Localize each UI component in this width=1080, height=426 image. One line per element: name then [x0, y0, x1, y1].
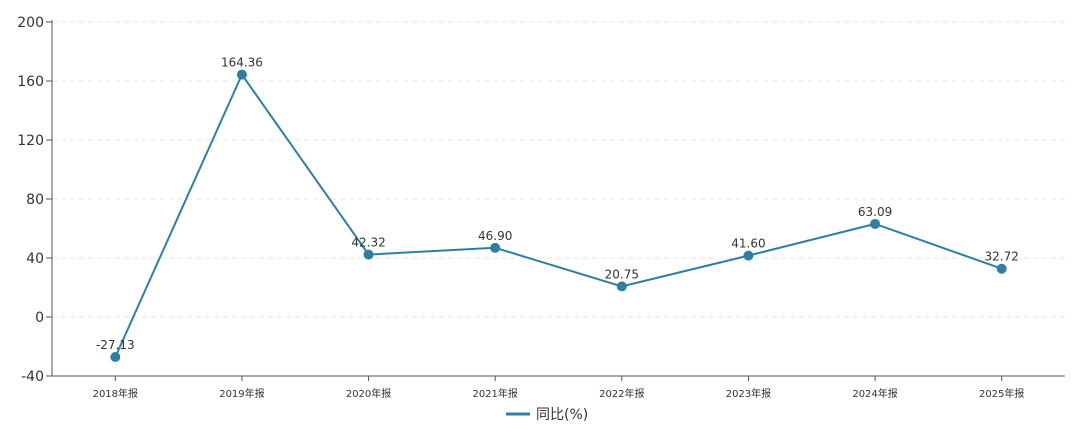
data-point [996, 263, 1007, 274]
grid-lines [52, 21, 1065, 318]
x-tick-label: 2019年报 [219, 387, 264, 400]
y-tick-label: 120 [17, 133, 44, 149]
data-point [110, 352, 121, 363]
x-axis-ticks: 2018年报 2019年报 2020年报 2021年报 2022年报 2023年报 2024… [93, 376, 1024, 400]
data-label: -27.13 [96, 338, 135, 352]
x-tick-label: 2024年报 [852, 387, 897, 400]
series-line [114, 73, 1003, 358]
y-tick-label: 200 [17, 15, 44, 31]
series-group [110, 69, 1007, 363]
y-tick-label: 0 [35, 310, 44, 326]
data-label: 32.72 [985, 250, 1019, 264]
axes [51, 20, 1065, 377]
data-label: 42.32 [351, 236, 385, 250]
data-point [490, 242, 501, 253]
data-label: 63.09 [858, 205, 892, 219]
x-tick-label: 2021年报 [472, 387, 517, 400]
y-tick-label: 160 [17, 74, 44, 90]
legend-label: 同比(%) [536, 407, 588, 423]
x-tick-label: 2025年报 [979, 387, 1024, 400]
data-point [236, 69, 247, 80]
data-label: 164.36 [221, 56, 263, 70]
y-tick-label: -40 [21, 369, 44, 385]
y-axis-ticks: 200 160 120 80 40 0 -40 [17, 15, 52, 385]
x-tick-label: 2022年报 [599, 387, 644, 400]
x-tick-label: 2020年报 [346, 387, 391, 400]
data-point [870, 218, 881, 229]
data-label: 41.60 [731, 237, 765, 251]
y-tick-label: 40 [26, 251, 44, 267]
legend[interactable]: 同比(%) [506, 407, 588, 423]
data-point [743, 250, 754, 261]
data-labels: -27.13 164.36 42.32 46.90 20.75 41.60 63.09 32.… [96, 56, 1019, 352]
data-point [363, 249, 374, 260]
data-point [616, 281, 627, 292]
x-tick-label: 2018年报 [93, 387, 138, 400]
data-label: 46.90 [478, 229, 512, 243]
y-tick-label: 80 [26, 192, 44, 208]
x-tick-label: 2023年报 [726, 387, 771, 400]
data-label: 20.75 [605, 267, 639, 281]
